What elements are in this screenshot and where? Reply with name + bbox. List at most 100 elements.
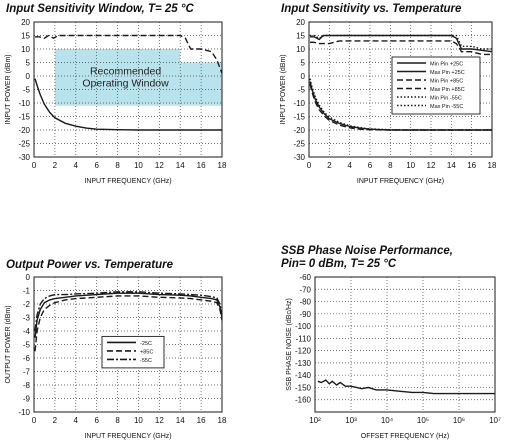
- window-label: Operating Window: [82, 77, 169, 89]
- x-tick-label: 12: [155, 416, 164, 425]
- y-tick-label: -100: [295, 322, 312, 331]
- y-tick-label: 10: [296, 45, 305, 54]
- y-tick-label: 15: [296, 32, 305, 41]
- x-tick-label: 8: [115, 416, 120, 425]
- x-tick-label: 2: [327, 161, 332, 170]
- y-tick-label: -60: [299, 273, 311, 282]
- x-tick-label: 4: [347, 161, 352, 170]
- legend: -25C +85C -55C: [101, 335, 165, 369]
- x-tick-label: 8: [115, 161, 120, 170]
- y-axis-label: OUTPUT POWER (dBm): [5, 305, 12, 383]
- y-tick-label: 20: [21, 18, 30, 27]
- y-tick-label: -80: [299, 298, 311, 307]
- legend-label: Max Pin -55C: [430, 104, 463, 110]
- legend-label: Min Pin -55C: [430, 96, 462, 102]
- x-tick-label: 4: [74, 161, 79, 170]
- y-tick-label: -25: [18, 140, 30, 149]
- legend-label: Max Pin +25C: [430, 70, 465, 76]
- y-tick-label: -130: [295, 359, 312, 368]
- x-tick-label: 6: [368, 161, 373, 170]
- y-tick-label: 5: [26, 59, 31, 68]
- series-line: [309, 78, 492, 131]
- y-tick-label: 20: [296, 18, 305, 27]
- x-tick-label: 18: [488, 161, 497, 170]
- x-tick-label: 10²: [309, 416, 321, 425]
- legend-label: -55C: [140, 358, 152, 364]
- plot-frame: [314, 276, 496, 413]
- y-tick-label: 5: [301, 59, 306, 68]
- y-tick-label: -20: [293, 126, 305, 135]
- x-tick-label: 10⁴: [381, 416, 394, 425]
- x-tick-label: 14: [176, 416, 185, 425]
- legend-label: -25C: [140, 341, 152, 347]
- x-axis-label: INPUT FREQUENCY (GHz): [357, 178, 444, 185]
- x-tick-label: 10⁵: [417, 416, 429, 425]
- chart-title-line: Input Sensitivity vs. Temperature: [281, 3, 462, 15]
- x-axis-label: INPUT FREQUENCY (GHz): [84, 178, 171, 185]
- y-tick-label: -4: [23, 327, 31, 336]
- legend-label: +85C: [140, 349, 153, 355]
- plot-frame: [308, 21, 493, 158]
- y-axis-label: INPUT POWER (dBm): [280, 54, 287, 124]
- legend-box: [391, 56, 481, 115]
- y-tick-label: -15: [18, 113, 30, 122]
- legend-label: Min Pin +85C: [430, 79, 463, 85]
- series-line: [34, 291, 223, 332]
- y-tick-label: 15: [21, 32, 30, 41]
- legend: Min Pin +25C Max Pin +25C Min Pin +85C Max …: [391, 56, 481, 115]
- x-tick-label: 2: [53, 161, 58, 170]
- y-tick-label: -150: [295, 383, 312, 392]
- y-tick-label: -9: [23, 395, 31, 404]
- y-tick-label: -8: [23, 381, 31, 390]
- series-line: [35, 34, 223, 74]
- series-line: [317, 379, 495, 395]
- y-tick-label: 10: [21, 45, 30, 54]
- y-tick-label: -2: [23, 300, 31, 309]
- y-tick-label: 0: [301, 72, 306, 81]
- chart-title-line: Input Sensitivity Window, T= 25 °C: [6, 3, 194, 15]
- x-tick-label: 0: [307, 161, 312, 170]
- plot-frame: [33, 21, 223, 158]
- y-tick-label: -120: [295, 347, 312, 356]
- x-tick-label: 0: [32, 416, 37, 425]
- x-tick-label: 8: [388, 161, 393, 170]
- x-tick-label: 10³: [345, 416, 357, 425]
- y-tick-label: -25: [293, 140, 305, 149]
- y-tick-label: -10: [18, 99, 30, 108]
- series-line: [34, 295, 223, 352]
- y-tick-label: -70: [299, 285, 311, 294]
- phase-noise-chart: 10² 10³ 10⁴ 10⁵ 10⁶ 10⁷ -160 -150 -140 -130 -120 -1…: [286, 273, 501, 440]
- x-tick-label: 10⁷: [489, 416, 501, 425]
- x-tick-label: 16: [467, 161, 476, 170]
- series-line: [34, 292, 223, 338]
- x-tick-label: 14: [176, 161, 185, 170]
- y-axis-label: INPUT POWER (dBm): [5, 54, 12, 124]
- x-tick-label: 12: [155, 161, 164, 170]
- x-tick-label: 10: [134, 161, 143, 170]
- x-tick-label: 16: [197, 161, 206, 170]
- chart-title-line: Output Power vs. Temperature: [6, 259, 173, 271]
- y-axis-label: SSB PHASE NOISE (dBc/Hz): [286, 298, 293, 391]
- x-tick-label: 10: [406, 161, 415, 170]
- chart-title: Input Sensitivity vs. Temperature: [281, 3, 461, 16]
- x-tick-label: 18: [218, 416, 227, 425]
- legend-label: Min Pin +25C: [430, 62, 463, 68]
- y-tick-label: -30: [293, 153, 305, 162]
- x-tick-label: 0: [32, 161, 37, 170]
- series-line: [310, 40, 492, 56]
- y-tick-label: -140: [295, 371, 312, 380]
- chart-title: SSB Phase Noise Performance, Pin= 0 dBm,…: [281, 245, 453, 271]
- chart-title-line: SSB Phase Noise Performance,: [281, 245, 453, 257]
- x-axis-label: INPUT FREQUENCY (GHz): [84, 433, 171, 440]
- y-tick-label: -160: [295, 396, 312, 405]
- y-tick-label: -3: [23, 314, 31, 323]
- x-tick-label: 6: [94, 416, 99, 425]
- y-tick-label: -6: [23, 354, 31, 363]
- x-tick-label: 10⁶: [453, 416, 465, 425]
- output-power-chart: 0 2 4 6 8 10 12 14 16 18-10-9-8-7-6-5-4-3-2-10INP…: [5, 273, 227, 440]
- plot-background: [315, 277, 495, 412]
- x-tick-label: 6: [94, 161, 99, 170]
- series-line: [310, 34, 492, 50]
- y-tick-label: -5: [23, 86, 31, 95]
